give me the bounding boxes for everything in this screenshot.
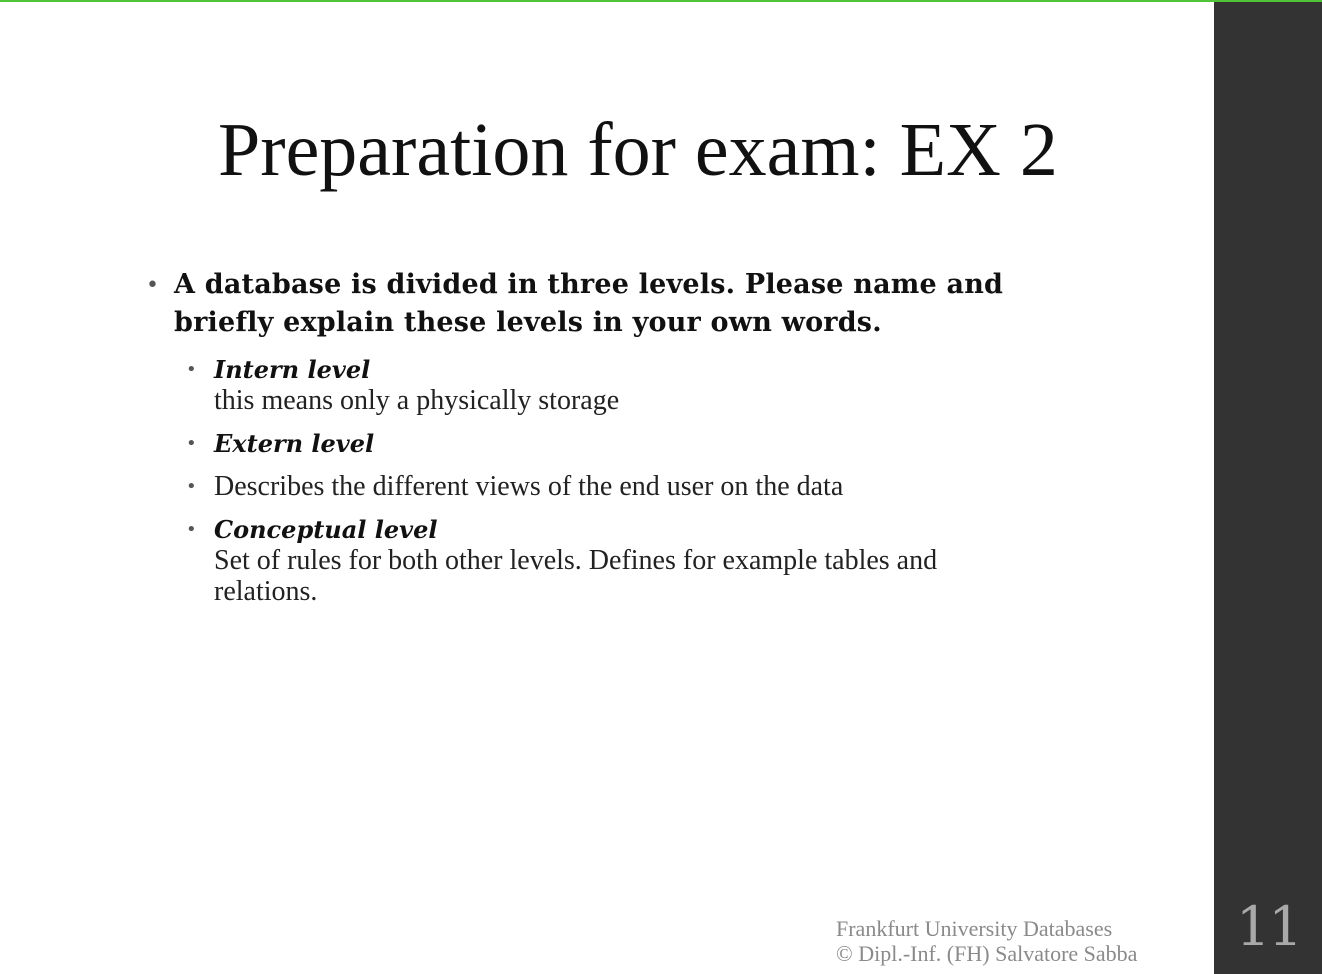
list-item-extern-level: • Extern level — [186, 428, 1046, 459]
item-heading: Intern level — [214, 355, 371, 384]
bullet-icon: • — [186, 359, 197, 380]
footer-copyright: © Dipl.-Inf. (FH) Salvatore Sabba — [836, 941, 1138, 966]
item-body: this means only a physically storage — [214, 385, 620, 416]
slide-sidebar — [1214, 2, 1322, 974]
top-accent-line — [0, 0, 1322, 2]
page-number: 11 — [1236, 895, 1303, 958]
answer-list: • Intern level this means only a physica… — [146, 354, 1046, 607]
slide-content: • A database is divided in three levels.… — [146, 266, 1046, 619]
item-heading: Conceptual level — [214, 515, 438, 544]
item-body: Describes the different views of the end… — [214, 471, 844, 502]
item-body: Set of rules for both other levels. Defi… — [214, 545, 938, 607]
footer-course: Frankfurt University Databases — [836, 916, 1113, 941]
list-item-conceptual-level: • Conceptual level Set of rules for both… — [186, 514, 1046, 607]
slide-footer: Frankfurt University Databases © Dipl.-I… — [836, 916, 1196, 966]
slide-canvas — [0, 2, 1214, 974]
bullet-icon: • — [146, 273, 159, 298]
list-item-extern-description: • Describes the different views of the e… — [186, 471, 1046, 502]
question-text: A database is divided in three levels. P… — [174, 269, 1004, 338]
slide-title: Preparation for exam: EX 2 — [218, 108, 1058, 192]
question-bullet: • A database is divided in three levels.… — [146, 266, 1046, 342]
bullet-icon: • — [186, 476, 197, 497]
bullet-icon: • — [186, 433, 197, 454]
list-item-intern-level: • Intern level this means only a physica… — [186, 354, 1046, 416]
bullet-icon: • — [186, 519, 197, 540]
item-heading: Extern level — [214, 429, 375, 458]
